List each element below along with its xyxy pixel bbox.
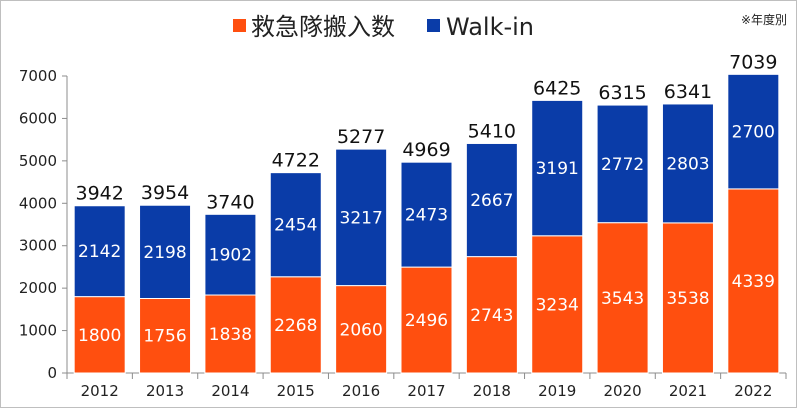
total-label-2021: 6341 <box>664 81 712 103</box>
total-label-2018: 5410 <box>468 120 516 142</box>
bar-walk-in-2015 <box>269 172 322 278</box>
total-label-2014: 3740 <box>206 191 254 213</box>
total-label-2015: 4722 <box>272 150 320 172</box>
axes: 0 1000 2000 3000 4000 5000 6000 7000 <box>19 67 787 382</box>
bar-walk-in-2012 <box>73 205 126 298</box>
label-ambulance-2017: 2496 <box>405 311 448 331</box>
label-walk-in-2012: 2142 <box>78 242 121 262</box>
x-tick-label-2018: 2018 <box>473 382 511 400</box>
legend-label-ambulance: 救急隊搬入数 <box>251 13 395 41</box>
y-tick-label: 4000 <box>19 194 57 212</box>
label-ambulance-2019: 3234 <box>536 295 579 315</box>
x-tick-label-2016: 2016 <box>342 382 380 400</box>
legend-label-walk-in: Walk-in <box>446 13 534 41</box>
bar-walk-in-2022 <box>727 73 780 190</box>
label-ambulance-2015: 2268 <box>274 316 317 336</box>
bar-walk-in-2021 <box>661 103 714 224</box>
label-ambulance-2020: 3543 <box>601 289 644 309</box>
bar-ambulance-2013 <box>139 297 192 374</box>
label-walk-in-2017: 2473 <box>405 206 448 226</box>
label-walk-in-2016: 3217 <box>340 208 383 228</box>
label-ambulance-2012: 1800 <box>78 326 121 346</box>
bar-ambulance-2020 <box>596 222 649 374</box>
x-tick-label-2019: 2019 <box>538 382 576 400</box>
total-label-2017: 4969 <box>402 139 450 161</box>
bar-walk-in-2019 <box>531 99 584 237</box>
bar-ambulance-2017 <box>400 266 453 374</box>
x-tick-label-2015: 2015 <box>277 382 315 400</box>
y-tick-label: 5000 <box>19 152 57 170</box>
x-tick-label-2014: 2014 <box>211 382 249 400</box>
chart-note: ※年度別 <box>741 12 787 27</box>
label-walk-in-2019: 3191 <box>536 159 579 179</box>
legend-swatch-ambulance <box>233 19 246 32</box>
bar-walk-in-2020 <box>596 104 649 224</box>
total-label-2022: 7039 <box>729 51 777 73</box>
label-walk-in-2015: 2454 <box>274 216 317 236</box>
label-walk-in-2014: 1902 <box>209 246 252 266</box>
legend: 救急隊搬入数 Walk-in <box>233 13 534 41</box>
bars: 1800 2142 3942 2012 1756 2198 3954 2013 1838 1902… <box>73 51 780 400</box>
total-label-2020: 6315 <box>598 82 646 104</box>
x-tick-label-2012: 2012 <box>81 382 119 400</box>
x-tick-label-2013: 2013 <box>146 382 184 400</box>
y-tick-label: 6000 <box>19 109 57 127</box>
label-walk-in-2013: 2198 <box>143 243 186 263</box>
total-label-2016: 5277 <box>337 126 385 148</box>
x-tick-label-2017: 2017 <box>407 382 445 400</box>
x-tick-label-2021: 2021 <box>669 382 707 400</box>
y-tick-label: 2000 <box>19 279 57 297</box>
y-tick-label: 1000 <box>19 322 57 340</box>
x-tick-label-2022: 2022 <box>734 382 772 400</box>
total-label-2012: 3942 <box>76 183 124 205</box>
legend-swatch-walk-in <box>427 19 440 32</box>
label-ambulance-2022: 4339 <box>732 272 775 292</box>
label-ambulance-2018: 2743 <box>470 306 513 326</box>
y-tick-label: 3000 <box>19 237 57 255</box>
bar-ambulance-2021 <box>661 222 714 374</box>
label-ambulance-2021: 3538 <box>666 289 709 309</box>
label-walk-in-2018: 2667 <box>470 191 513 211</box>
bar-ambulance-2015 <box>269 276 322 374</box>
bar-walk-in-2017 <box>400 161 453 268</box>
bar-walk-in-2018 <box>465 142 518 258</box>
bar-walk-in-2016 <box>335 148 388 287</box>
bar-ambulance-2019 <box>531 235 584 374</box>
label-ambulance-2016: 2060 <box>340 320 383 340</box>
bar-ambulance-2022 <box>727 188 780 374</box>
bar-ambulance-2018 <box>465 256 518 374</box>
bar-ambulance-2014 <box>204 294 257 374</box>
total-label-2019: 6425 <box>533 77 581 99</box>
label-walk-in-2021: 2803 <box>666 154 709 174</box>
label-ambulance-2013: 1756 <box>143 327 186 347</box>
total-label-2013: 3954 <box>141 182 189 204</box>
x-tick-label-2020: 2020 <box>603 382 641 400</box>
bar-walk-in-2013 <box>139 204 192 299</box>
label-ambulance-2014: 1838 <box>209 325 252 345</box>
bar-walk-in-2014 <box>204 213 257 296</box>
label-walk-in-2020: 2772 <box>601 155 644 175</box>
y-tick-label: 7000 <box>19 67 57 85</box>
label-walk-in-2022: 2700 <box>732 123 775 143</box>
y-tick-label: 0 <box>47 364 57 382</box>
